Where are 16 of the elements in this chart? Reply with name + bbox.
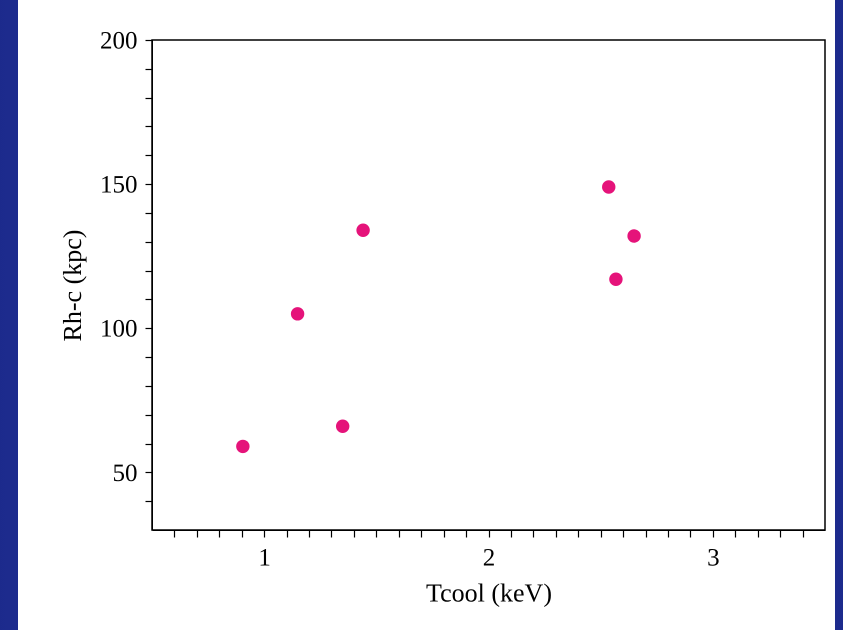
point (602, 180, 616, 194)
x-tick-label: 2 (482, 544, 496, 572)
y-tick-label: 150 (100, 172, 138, 199)
x-tick-label: 3 (707, 544, 720, 572)
point (609, 272, 623, 286)
point (290, 307, 304, 321)
point (336, 420, 350, 433)
point (356, 224, 370, 237)
y-tick-label: 50 (112, 460, 138, 487)
y-tick-label: 100 (100, 316, 138, 343)
x-tick-label: 1 (258, 544, 271, 572)
point (236, 440, 250, 454)
x-axis-title: Tcool (keV) (426, 578, 552, 608)
y-axis-title: Rh-c (kpc) (58, 230, 87, 342)
point (627, 229, 641, 243)
y-tick-label: 200 (100, 28, 138, 54)
